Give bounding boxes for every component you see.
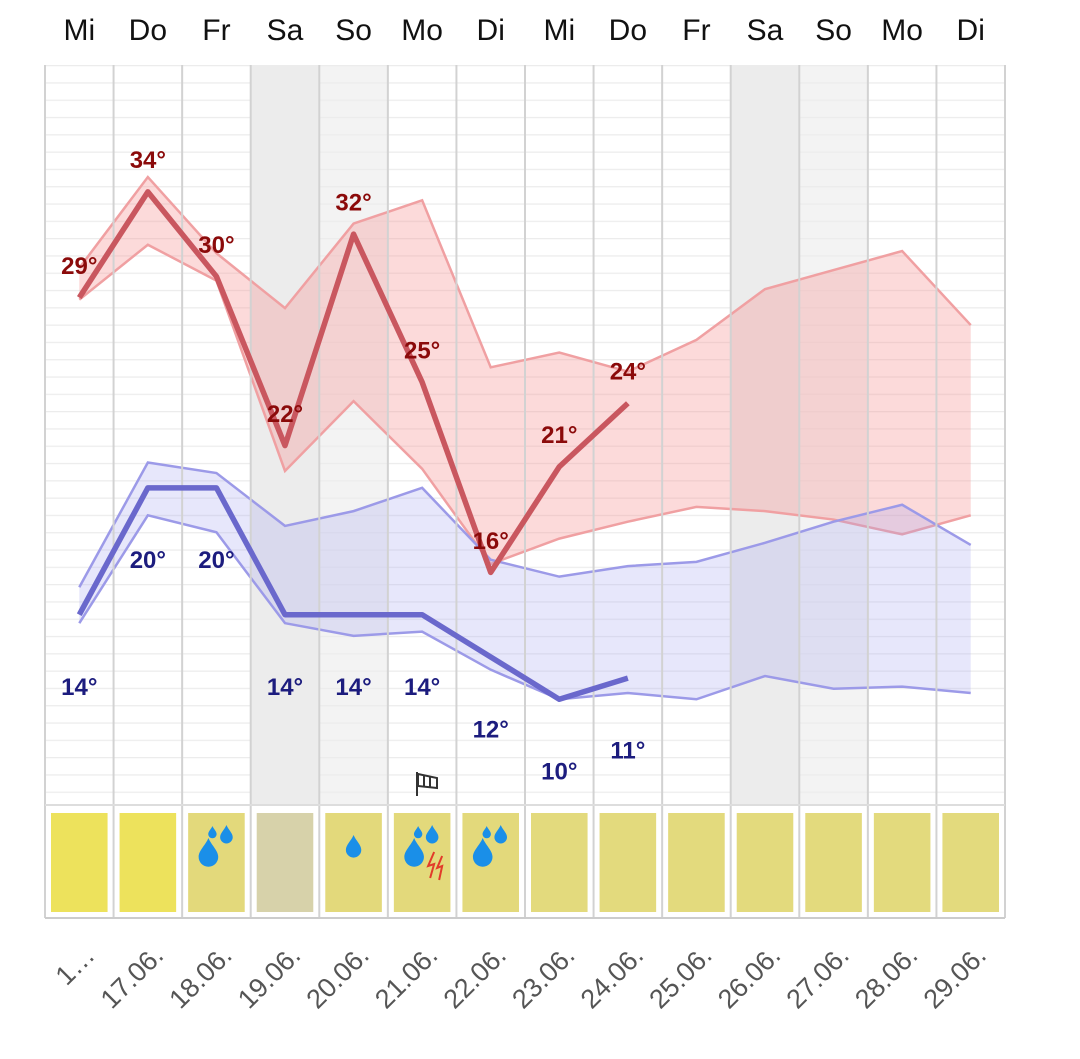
day-label: Mo	[401, 14, 443, 47]
value-label: 12°	[473, 716, 509, 743]
day-label: Do	[609, 14, 647, 47]
weather-tile	[325, 813, 382, 912]
rain-icon	[198, 838, 219, 867]
value-label: 25°	[404, 337, 440, 364]
temperature-line	[76, 485, 629, 703]
temperature-line	[76, 189, 630, 576]
lightning-icon	[426, 851, 444, 881]
date-label: 1…	[50, 940, 101, 991]
date-label: 24.06.	[575, 940, 649, 1014]
value-label: 29°	[61, 253, 97, 280]
date-label: 22.06.	[438, 940, 512, 1014]
value-label: 14°	[335, 674, 371, 701]
day-label: Mi	[63, 14, 95, 47]
weather-tile	[873, 813, 931, 912]
day-label: Mi	[543, 14, 575, 47]
date-label: 19.06.	[232, 940, 306, 1014]
day-label: Fr	[682, 14, 710, 47]
rain-icon	[220, 825, 233, 844]
weather-tile	[805, 813, 862, 912]
value-label: 14°	[267, 674, 303, 701]
value-label: 20°	[130, 547, 166, 574]
value-label: 30°	[198, 232, 234, 259]
day-label: Do	[129, 14, 167, 47]
date-label: 18.06.	[163, 940, 237, 1014]
day-label: Di	[477, 14, 505, 47]
value-label: 20°	[198, 547, 234, 574]
weather-tile	[51, 813, 108, 912]
date-label: 28.06.	[849, 940, 923, 1014]
weather-tile	[668, 813, 725, 912]
date-label: 27.06.	[781, 940, 855, 1014]
date-label: 29.06.	[918, 940, 992, 1014]
value-label: 34°	[130, 147, 166, 174]
lines	[76, 189, 630, 703]
date-label: 23.06.	[506, 940, 580, 1014]
rain-icon	[404, 838, 424, 867]
rain-icon	[425, 825, 439, 844]
date-label: 25.06.	[643, 940, 717, 1014]
day-label: So	[335, 14, 372, 47]
day-label: So	[815, 14, 852, 47]
value-label: 22°	[267, 401, 303, 428]
rain-icon	[494, 825, 508, 844]
value-label: 11°	[610, 737, 645, 764]
value-label: 10°	[541, 759, 577, 786]
value-label: 14°	[404, 674, 440, 701]
date-label: 26.06.	[712, 940, 786, 1014]
value-label: 14°	[61, 674, 97, 701]
wind-icon	[416, 772, 438, 796]
day-label: Di	[957, 14, 985, 47]
date-label: 21.06.	[369, 940, 443, 1014]
weather-tile	[942, 813, 999, 912]
rain-icon	[345, 835, 362, 858]
weather-tile	[531, 813, 588, 912]
weather-tile	[256, 813, 314, 912]
value-label: 24°	[610, 359, 646, 386]
value-label: 16°	[473, 528, 509, 555]
rain-icon	[482, 826, 491, 839]
weather-tile	[599, 813, 657, 912]
weather-tile	[119, 813, 177, 912]
value-label: 32°	[335, 189, 371, 216]
rain-icon	[413, 826, 423, 839]
day-label: Fr	[202, 14, 230, 47]
rain-icon	[472, 838, 493, 867]
date-label: 17.06.	[95, 940, 169, 1014]
day-label: Sa	[267, 14, 304, 47]
column-lines	[44, 65, 1006, 918]
weather-tile	[736, 813, 794, 912]
day-label: Mo	[881, 14, 923, 47]
value-label: 21°	[541, 422, 577, 449]
date-label: 20.06.	[301, 940, 375, 1014]
weather-tiles	[51, 813, 999, 912]
day-label: Sa	[747, 14, 784, 47]
rain-icon	[208, 826, 217, 839]
